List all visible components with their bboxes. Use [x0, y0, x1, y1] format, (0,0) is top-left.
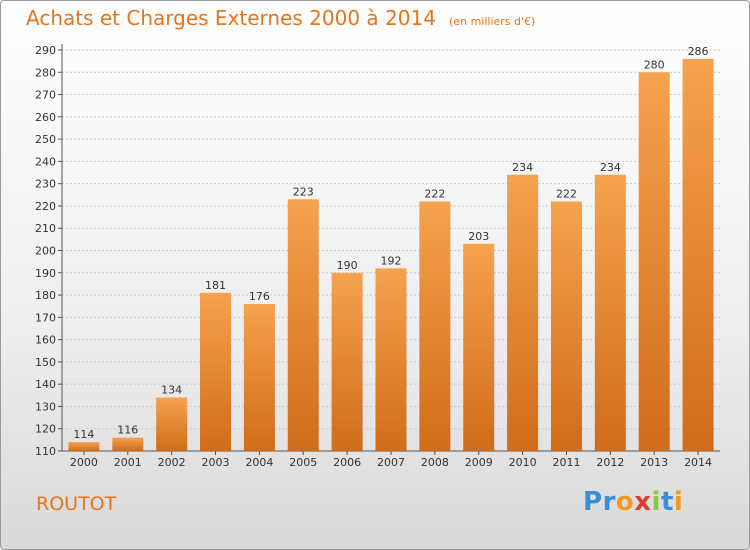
data-label: 286 — [688, 45, 709, 58]
data-label: 116 — [117, 424, 138, 437]
bar — [463, 243, 495, 451]
data-label: 222 — [424, 187, 445, 200]
logo-letter: x — [634, 487, 652, 517]
chart-title: Achats et Charges Externes 2000 à 2014 — [26, 6, 436, 30]
bar — [507, 174, 539, 451]
x-tick-label: 2000 — [70, 456, 98, 469]
y-tick-label: 220 — [35, 200, 56, 213]
y-tick-label: 270 — [35, 89, 56, 102]
bar — [638, 72, 670, 452]
labels: 110 120 130 140 150 160 170 180 190 200 210 220 230 2… — [35, 44, 712, 469]
data-label: 234 — [512, 161, 533, 174]
chart-subtitle: (en milliers d'€) — [449, 15, 536, 28]
x-tick-label: 2005 — [289, 456, 317, 469]
logo-letter: P — [583, 487, 603, 517]
data-label: 192 — [381, 254, 402, 267]
x-tick-label: 2001 — [114, 456, 142, 469]
x-tick-label: 2003 — [202, 456, 230, 469]
y-tick-label: 210 — [35, 222, 56, 235]
title-row: Achats et Charges Externes 2000 à 2014 (… — [26, 6, 535, 30]
y-tick-label: 280 — [35, 66, 56, 79]
y-tick-label: 200 — [35, 245, 56, 258]
logo-letter: i — [651, 487, 661, 517]
bar — [287, 199, 319, 451]
data-label: 222 — [556, 187, 577, 200]
x-tick-label: 2006 — [333, 456, 361, 469]
y-tick-label: 190 — [35, 267, 56, 280]
bar — [682, 58, 714, 452]
y-tick-label: 140 — [35, 378, 56, 391]
y-tick-label: 150 — [35, 356, 56, 369]
data-label: 181 — [205, 279, 226, 292]
y-tick-label: 240 — [35, 155, 56, 168]
x-tick-label: 2008 — [421, 456, 449, 469]
x-tick-label: 2014 — [684, 456, 712, 469]
data-label: 134 — [161, 384, 182, 397]
bar — [112, 437, 144, 451]
bar — [419, 201, 451, 451]
y-tick-label: 110 — [35, 445, 56, 458]
y-tick-label: 230 — [35, 178, 56, 191]
y-tick-label: 160 — [35, 334, 56, 347]
x-tick-label: 2004 — [245, 456, 273, 469]
logo-letter: o — [615, 487, 635, 517]
data-label: 223 — [293, 185, 314, 198]
commune-name: ROUTOT — [36, 493, 117, 515]
y-tick-label: 260 — [35, 111, 56, 124]
data-label: 114 — [73, 428, 94, 441]
logo-letter: t — [660, 487, 674, 517]
y-tick-label: 120 — [35, 423, 56, 436]
y-tick-label: 250 — [35, 133, 56, 146]
bar — [594, 174, 626, 451]
bar — [331, 272, 363, 451]
bar — [68, 442, 100, 451]
x-tick-label: 2010 — [509, 456, 537, 469]
logo-letter: i — [673, 487, 684, 517]
y-tick-label: 130 — [35, 400, 56, 413]
x-tick-label: 2009 — [465, 456, 493, 469]
x-tick-label: 2012 — [596, 456, 624, 469]
y-tick-label: 290 — [35, 44, 56, 57]
x-tick-label: 2013 — [640, 456, 668, 469]
data-label: 280 — [644, 58, 665, 71]
data-label: 176 — [249, 290, 270, 303]
bar — [156, 397, 188, 451]
bar — [200, 292, 232, 451]
data-label: 234 — [600, 161, 621, 174]
bar — [550, 201, 582, 451]
bar — [243, 303, 275, 451]
proxiti-logo[interactable]: Proxiti — [583, 487, 683, 517]
y-tick-label: 180 — [35, 289, 56, 302]
logo-letter: r — [602, 487, 616, 517]
x-tick-label: 2011 — [552, 456, 580, 469]
bars — [68, 58, 714, 452]
data-label: 203 — [468, 230, 489, 243]
x-tick-label: 2002 — [158, 456, 186, 469]
x-tick-label: 2007 — [377, 456, 405, 469]
bar — [375, 268, 407, 451]
data-label: 190 — [337, 259, 358, 272]
y-tick-label: 170 — [35, 311, 56, 324]
